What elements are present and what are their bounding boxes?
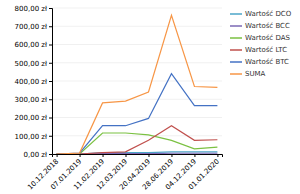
legend-label: Wartość DAS (245, 34, 290, 42)
x-axis: 10.12.201807.01.201911.02.201912.03.2019… (26, 154, 222, 191)
y-tick-mark (49, 81, 52, 82)
chart-svg: 0,00 zł 100,00 zł 200,00 zł 300,00 zł 400,00… (0, 0, 300, 194)
grid-line (52, 99, 222, 100)
y-tick-label: 700,00 zł (15, 23, 47, 31)
y-tick: 400,00 zł (15, 78, 52, 86)
y-tick-label: 0,00 zł (24, 151, 47, 159)
series-line (57, 74, 218, 154)
y-tick-label: 800,00 zł (15, 5, 47, 13)
y-tick: 500,00 zł (15, 59, 52, 67)
x-tick-mark (103, 154, 104, 157)
x-tick-mark (171, 154, 172, 157)
y-tick-mark (49, 26, 52, 27)
y-tick-label: 200,00 zł (15, 114, 47, 122)
legend-item: Wartość BCC (230, 22, 290, 30)
y-tick: 700,00 zł (15, 23, 52, 31)
grid (52, 8, 222, 154)
grid-line (52, 135, 222, 136)
legend-swatch (230, 37, 242, 39)
legend-item: Wartość BTC (230, 58, 289, 66)
legend-swatch (230, 73, 242, 75)
x-tick-mark (57, 154, 58, 157)
legend-item: Wartość LTC (230, 46, 287, 54)
legend-item: SUMA (230, 70, 266, 78)
x-tick-mark (217, 154, 218, 157)
chart-container: 0,00 zł 100,00 zł 200,00 zł 300,00 zł 400,00… (0, 0, 300, 194)
y-tick-label: 300,00 zł (15, 96, 47, 104)
y-tick-label: 600,00 zł (15, 41, 47, 49)
y-tick-label: 500,00 zł (15, 59, 47, 67)
grid-line (52, 26, 222, 27)
legend-label: Wartość LTC (245, 46, 287, 54)
y-tick: 300,00 zł (15, 96, 52, 104)
y-tick: 0,00 zł (24, 151, 52, 159)
y-tick: 100,00 zł (15, 132, 52, 140)
legend-swatch (230, 61, 242, 63)
y-tick-mark (49, 8, 52, 9)
lines (57, 15, 218, 154)
y-tick: 800,00 zł (15, 5, 52, 13)
legend-swatch (230, 49, 242, 51)
y-tick: 200,00 zł (15, 114, 52, 122)
y-tick-mark (49, 136, 52, 137)
y-tick-mark (49, 63, 52, 64)
x-axis-line (53, 155, 223, 158)
y-tick-mark (49, 118, 52, 119)
y-tick-mark (49, 99, 52, 100)
y-tick-label: 100,00 zł (15, 132, 47, 140)
y-axis: 0,00 zł 100,00 zł 200,00 zł 300,00 zł 400,00… (15, 5, 53, 159)
legend-label: Wartość BTC (245, 58, 289, 66)
x-tick-mark (194, 154, 195, 157)
legend-label: Wartość DCO (245, 10, 292, 18)
x-tick: 01.01.2020 (187, 154, 221, 191)
legend-item: Wartość DAS (230, 34, 290, 42)
y-tick-label: 400,00 zł (15, 78, 47, 86)
legend-item: Wartość DCO (230, 10, 292, 18)
y-tick: 600,00 zł (15, 41, 52, 49)
legend-swatch (230, 13, 242, 15)
grid-line (52, 81, 222, 82)
series-line (57, 15, 218, 154)
grid-line (52, 44, 222, 45)
y-tick-mark (49, 45, 52, 46)
x-tick-mark (80, 154, 81, 157)
legend-swatch (230, 25, 242, 27)
plot: 0,00 zł 100,00 zł 200,00 zł 300,00 zł 400,00… (15, 5, 223, 192)
legend: Wartość DCO Wartość BCC Wartość DAS Wartość… (230, 10, 292, 78)
x-tick-mark (126, 154, 127, 157)
grid-line (52, 8, 222, 9)
y-axis-line (49, 9, 53, 155)
legend-label: Wartość BCC (245, 22, 290, 30)
legend-label: SUMA (245, 70, 266, 78)
x-tick-mark (148, 154, 149, 157)
y-tick-mark (49, 154, 52, 155)
x-tick-label: 01.01.2020 (187, 157, 221, 191)
grid-line (52, 62, 222, 63)
grid-line (52, 117, 222, 118)
